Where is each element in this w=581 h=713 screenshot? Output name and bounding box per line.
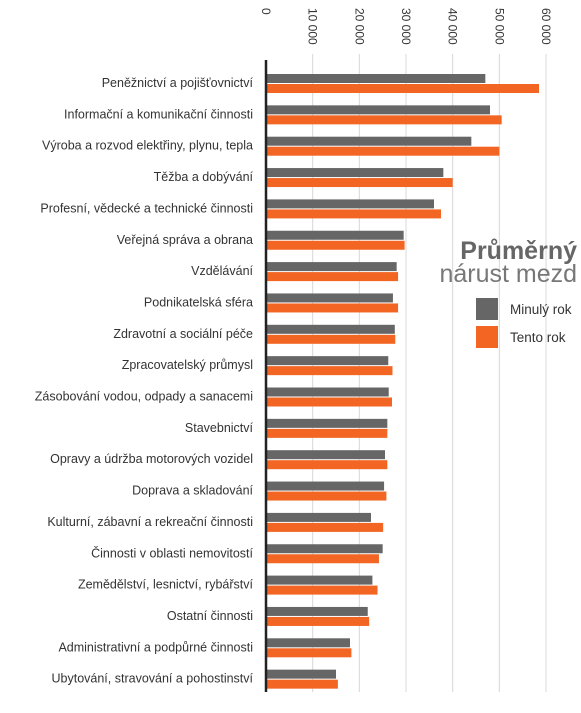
bar-this-year bbox=[266, 209, 441, 219]
bar-this-year bbox=[266, 334, 396, 344]
bar-this-year bbox=[266, 428, 388, 438]
legend-title-line1: Průměrný bbox=[460, 237, 577, 265]
bar-last-year bbox=[266, 168, 444, 178]
bar-last-year bbox=[266, 74, 486, 83]
bar-last-year bbox=[266, 450, 385, 460]
category-label: Profesní, vědecké a technické činnosti bbox=[40, 201, 253, 215]
bar-last-year bbox=[266, 606, 368, 616]
category-label: Zemědělství, lesnictví, rybářství bbox=[78, 578, 254, 592]
bar-last-year bbox=[266, 638, 350, 648]
category-label: Veřejná správa a obrana bbox=[117, 233, 253, 247]
x-tick-label: 40 000 bbox=[446, 8, 460, 45]
bar-this-year bbox=[266, 146, 500, 156]
legend-label-last-year: Minulý rok bbox=[510, 302, 572, 317]
bar-this-year bbox=[266, 616, 370, 626]
bar-last-year bbox=[266, 262, 397, 272]
category-label: Stavebnictví bbox=[185, 421, 254, 435]
x-axis-ticks: 0 10 000 20 000 30 000 40 000 50 000 60 000 bbox=[259, 8, 553, 45]
category-label: Zpracovatelský průmysl bbox=[122, 358, 253, 372]
category-label: Informační a komunikační činnosti bbox=[64, 107, 253, 121]
legend-title-line2: nárust mezd bbox=[439, 260, 577, 288]
x-tick-label: 50 000 bbox=[492, 8, 506, 45]
category-label: Doprava a skladování bbox=[132, 484, 253, 498]
category-label: Kulturní, zábavní a rekreační činnosti bbox=[47, 515, 253, 529]
bar-this-year bbox=[266, 303, 399, 313]
category-label: Administrativní a podpůrné činnosti bbox=[58, 640, 253, 654]
bar-last-year bbox=[266, 575, 373, 585]
x-tick-label: 60 000 bbox=[539, 8, 553, 45]
x-tick-label: 0 bbox=[259, 8, 273, 15]
bar-last-year bbox=[266, 136, 472, 146]
bar-last-year bbox=[266, 481, 385, 491]
bar-this-year bbox=[266, 679, 338, 689]
bar-this-year bbox=[266, 554, 379, 564]
bar-this-year bbox=[266, 585, 378, 595]
category-label: Výroba a rozvod elektřiny, plynu, tepla bbox=[42, 139, 253, 153]
bar-this-year bbox=[266, 178, 453, 188]
category-label: Těžba a dobývání bbox=[154, 170, 254, 184]
category-label: Podnikatelská sféra bbox=[144, 295, 253, 309]
legend-swatch-this-year bbox=[476, 326, 498, 348]
bar-this-year bbox=[266, 648, 352, 658]
bar-last-year bbox=[266, 418, 388, 428]
category-labels: Peněžnictví a pojišťovnictví Informační a… bbox=[35, 76, 254, 686]
category-label: Zásobování vodou, odpady a sanacemi bbox=[35, 390, 253, 404]
bar-this-year bbox=[266, 491, 387, 501]
x-tick-label: 10 000 bbox=[306, 8, 320, 45]
bar-last-year bbox=[266, 669, 336, 679]
bar-last-year bbox=[266, 293, 393, 303]
bar-this-year bbox=[266, 115, 502, 125]
bar-this-year bbox=[266, 84, 539, 93]
category-label: Činnosti v oblasti nemovitostí bbox=[91, 545, 253, 560]
bar-last-year bbox=[266, 387, 389, 397]
category-label: Opravy a údržba motorových vozidel bbox=[50, 452, 253, 466]
x-tick-label: 20 000 bbox=[352, 8, 366, 45]
bar-this-year bbox=[266, 240, 405, 250]
bar-this-year bbox=[266, 460, 388, 470]
category-label: Peněžnictví a pojišťovnictví bbox=[102, 76, 254, 90]
bar-this-year bbox=[266, 522, 384, 532]
bar-last-year bbox=[266, 512, 371, 522]
bar-last-year bbox=[266, 105, 490, 115]
bar-this-year bbox=[266, 272, 399, 282]
legend-label-this-year: Tento rok bbox=[510, 330, 566, 345]
bar-last-year bbox=[266, 324, 395, 334]
bars bbox=[266, 74, 539, 689]
category-label: Ubytování, stravování a pohostinství bbox=[52, 672, 254, 686]
legend-swatch-last-year bbox=[476, 298, 498, 320]
category-label: Vzdělávání bbox=[191, 264, 253, 278]
legend: Průměrný nárust mezd Minulý rok Tento ro… bbox=[439, 237, 577, 348]
bar-last-year bbox=[266, 356, 389, 366]
category-label: Zdravotní a sociální péče bbox=[113, 327, 253, 341]
x-tick-label: 30 000 bbox=[399, 8, 413, 45]
bar-this-year bbox=[266, 397, 392, 407]
bar-last-year bbox=[266, 199, 434, 209]
bar-last-year bbox=[266, 544, 383, 554]
bar-this-year bbox=[266, 366, 393, 376]
category-label: Ostatní činnosti bbox=[167, 609, 253, 623]
bar-last-year bbox=[266, 230, 404, 240]
